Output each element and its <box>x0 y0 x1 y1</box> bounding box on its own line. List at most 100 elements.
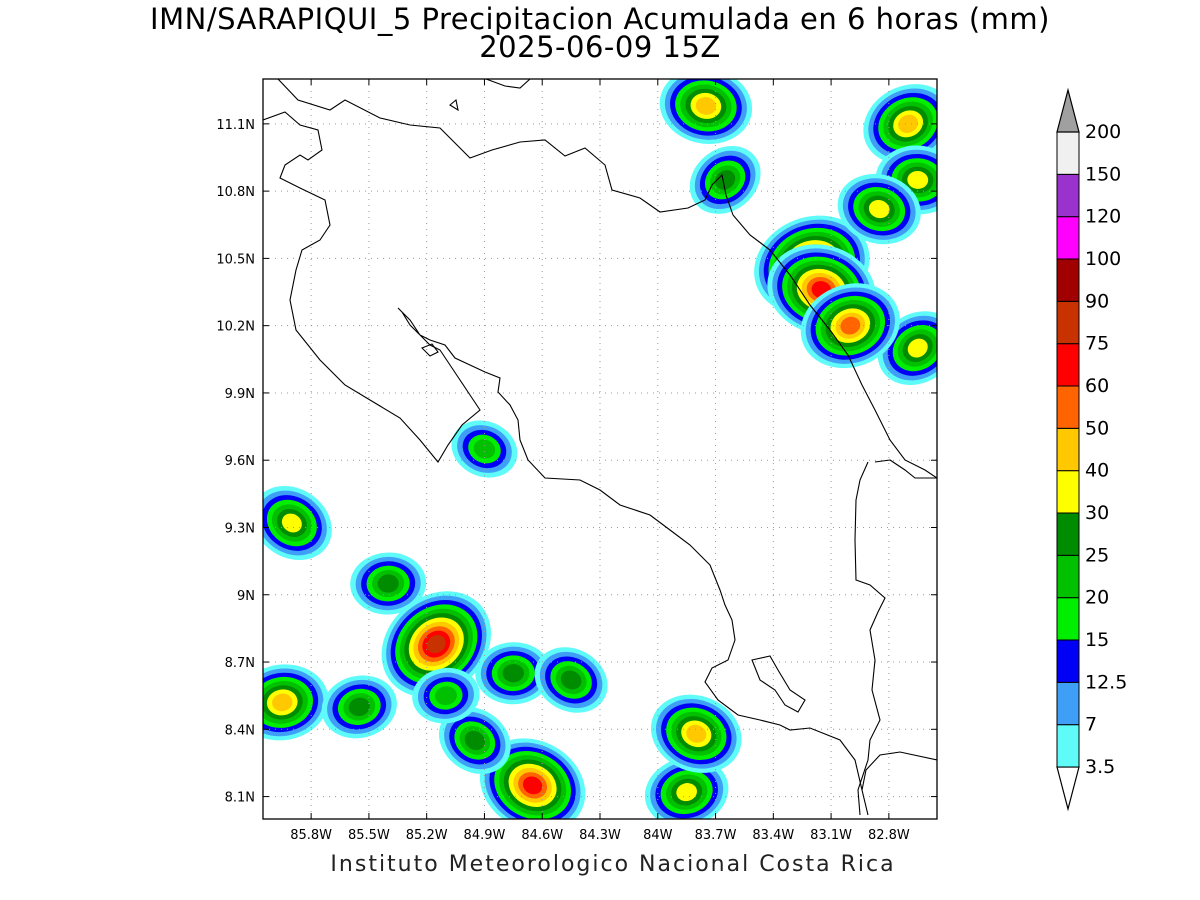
colorbar-label: 100 <box>1085 248 1121 270</box>
precip-cell <box>644 757 729 819</box>
colorbar-box <box>1056 385 1080 429</box>
colorbar-box <box>1056 724 1080 768</box>
colorbar-label: 50 <box>1085 417 1109 439</box>
precip-cell <box>451 420 518 478</box>
colorbar-box <box>1056 427 1080 472</box>
precip-cell <box>863 84 937 164</box>
colorbar-box <box>1056 173 1080 218</box>
lon-tick-label: 85.8W <box>290 828 332 843</box>
footer-credit: Instituto Meteorologico Nacional Costa R… <box>330 852 896 877</box>
colorbar-box <box>1056 597 1080 641</box>
precip-contour <box>426 634 446 654</box>
lat-tick-label: 9N <box>237 589 255 604</box>
chart-subtitle: 2025-06-09 15Z <box>479 30 721 64</box>
precip-contour <box>502 664 524 683</box>
colorbar-label: 200 <box>1085 121 1121 143</box>
lat-tick-label: 8.1N <box>225 791 255 806</box>
lat-tick-label: 10.5N <box>216 252 255 267</box>
colorbar-box <box>1056 131 1080 175</box>
precip-contour <box>695 97 717 115</box>
lon-tick-label: 83.1W <box>810 828 852 843</box>
island-chira <box>421 343 439 357</box>
chart-title: IMN/SARAPIQUI_5 Precipitacion Acumulada … <box>150 2 1050 36</box>
precip-cell <box>438 707 511 774</box>
precip-cell <box>534 647 608 713</box>
precip-cell <box>659 79 753 144</box>
colorbar-label: 150 <box>1085 163 1121 185</box>
lon-tick-label: 83.4W <box>752 828 794 843</box>
precip-cell <box>412 667 480 724</box>
precip-contour <box>348 697 370 717</box>
colorbar-label: 75 <box>1085 333 1109 355</box>
precip-cell <box>263 664 329 741</box>
colorbar-label: 60 <box>1085 375 1109 397</box>
colorbar-label: 25 <box>1085 544 1109 566</box>
colorbar-box <box>1056 470 1080 514</box>
lon-tick-label: 84W <box>643 828 673 843</box>
colorbar-label: 20 <box>1085 587 1109 609</box>
colorbar-label: 12.5 <box>1085 671 1127 693</box>
precip-contour <box>272 693 293 712</box>
lon-tick-label: 85.2W <box>406 828 448 843</box>
osa-peninsula <box>751 655 806 713</box>
colorbar-label: 120 <box>1085 206 1121 228</box>
precip-contour <box>434 686 457 706</box>
precip-contour <box>898 114 919 133</box>
precipitation-field <box>263 79 937 819</box>
lat-tick-label: 8.4N <box>225 723 255 738</box>
lat-tick-label: 8.7N <box>225 656 255 671</box>
panama-border <box>854 461 886 816</box>
lat-tick-label: 11.1N <box>216 118 255 133</box>
colorbar-max-triangle <box>1056 87 1080 133</box>
colorbar-box <box>1056 300 1080 345</box>
precip-contour <box>868 199 890 219</box>
colorbar-box <box>1056 681 1080 726</box>
latitude-axis: 8.1N 8.4N 8.7N 9N 9.3N 9.6N 9.9N 10.2N 10.5N 10.8… <box>216 118 937 806</box>
precip-contour <box>522 776 543 795</box>
lon-tick-label: 84.9W <box>464 828 506 843</box>
precip-contour <box>840 316 861 335</box>
precip-cell <box>381 591 492 697</box>
lat-lon-grid <box>263 79 937 819</box>
colorbar-label: 15 <box>1085 629 1109 651</box>
precip-cell <box>689 145 761 214</box>
precip-cell <box>800 283 900 369</box>
lake-nicaragua-shore <box>277 79 734 216</box>
panama-coast <box>874 459 937 479</box>
lon-tick-label: 84.6W <box>521 828 563 843</box>
colorbar-box <box>1056 639 1080 683</box>
precip-contour <box>377 574 399 593</box>
lat-tick-label: 9.9N <box>225 387 255 402</box>
precip-contour <box>676 783 697 802</box>
lon-tick-label: 82.8W <box>868 828 910 843</box>
precip-contour <box>464 730 486 751</box>
lon-tick-label: 85.5W <box>348 828 390 843</box>
precip-cell <box>350 552 427 615</box>
lon-tick-label: 84.3W <box>579 828 621 843</box>
precip-contour <box>560 670 582 690</box>
colorbar-box <box>1056 343 1080 387</box>
lat-tick-label: 10.8N <box>216 185 255 200</box>
precip-contour <box>715 170 736 190</box>
colorbar-label: 40 <box>1085 460 1109 482</box>
colorbar-label: 7 <box>1085 714 1097 736</box>
island-solentiname <box>449 98 459 112</box>
precip-cell <box>650 694 742 773</box>
precip-contour <box>907 170 929 189</box>
pacific-coast-north <box>263 111 869 816</box>
colorbar-legend: 3.5 7 12.5 15 20 25 30 40 50 60 75 90 100 120 150 200 <box>1056 87 1127 812</box>
colorbar-label: 30 <box>1085 502 1109 524</box>
colorbar-box <box>1056 216 1080 260</box>
colorbar-label: 90 <box>1085 290 1109 312</box>
precip-cell <box>479 738 586 819</box>
colorbar-label: 3.5 <box>1085 756 1115 778</box>
precip-contour <box>473 439 496 459</box>
lake-nicaragua-north <box>485 79 531 89</box>
lon-tick-label: 83.7W <box>695 828 737 843</box>
burica <box>861 751 937 791</box>
colorbar-box <box>1056 512 1080 556</box>
caribbean-coast <box>732 214 937 479</box>
longitude-axis: 85.8W 85.5W 85.2W 84.9W 84.6W 84.3W 84W 83.7W 83… <box>290 79 910 843</box>
colorbar-box <box>1056 554 1080 599</box>
